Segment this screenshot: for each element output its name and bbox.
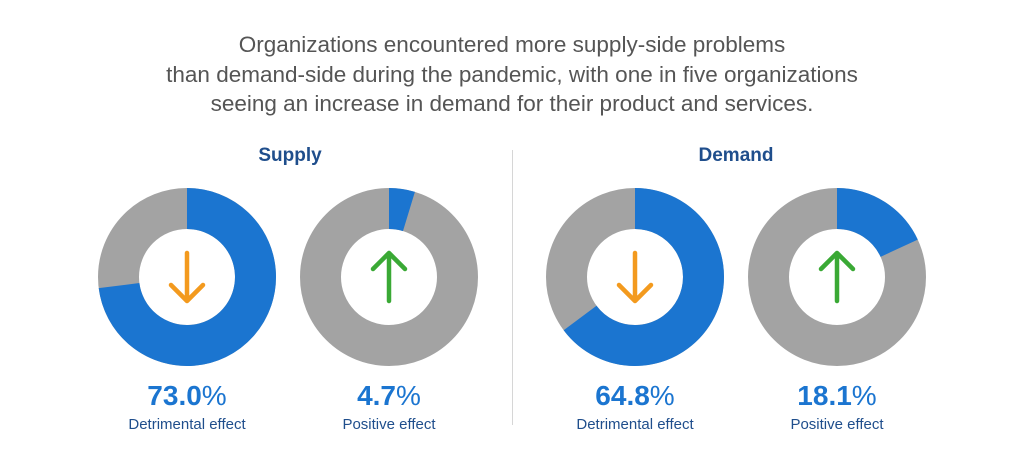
chart-label: Positive effect <box>342 416 436 433</box>
percent-value: 64.8% <box>535 380 735 412</box>
donut-value-slice <box>836 188 918 258</box>
chart-label: Detrimental effect <box>128 416 246 433</box>
arrow-up-icon <box>370 250 408 304</box>
divider <box>512 150 513 425</box>
headline: Organizations encountered more supply-si… <box>0 30 1024 119</box>
percent-number: 73.0 <box>147 380 202 411</box>
donut-chart <box>300 188 478 366</box>
arrow-up-icon <box>818 250 856 304</box>
percent-sign: % <box>851 380 877 411</box>
arrow-down-icon <box>616 250 654 304</box>
donut-chart <box>546 188 724 366</box>
demand-title: Demand <box>698 145 774 166</box>
chart-label: Positive effect <box>790 416 884 433</box>
percent-value: 4.7% <box>289 380 489 412</box>
headline-line: than demand-side during the pandemic, wi… <box>166 61 858 87</box>
donut-chart <box>98 188 276 366</box>
percent-number: 64.8 <box>595 380 650 411</box>
percent-number: 18.1 <box>797 380 852 411</box>
donut-value-slice <box>98 188 276 366</box>
percent-sign: % <box>201 380 227 411</box>
percent-sign: % <box>396 380 421 411</box>
percent-sign: % <box>649 380 675 411</box>
donut-value-slice <box>563 188 724 366</box>
donut-value-slice <box>388 188 415 232</box>
headline-line: Organizations encountered more supply-si… <box>238 32 786 57</box>
donut-chart <box>748 188 926 366</box>
supply-title: Supply <box>258 145 322 166</box>
arrow-down-icon <box>168 250 206 304</box>
chart-label: Detrimental effect <box>576 416 694 433</box>
percent-value: 18.1% <box>737 380 937 412</box>
percent-value: 73.0% <box>87 380 287 412</box>
percent-number: 4.7 <box>357 380 397 411</box>
headline-line: seeing an increase in demand for their p… <box>210 91 814 116</box>
